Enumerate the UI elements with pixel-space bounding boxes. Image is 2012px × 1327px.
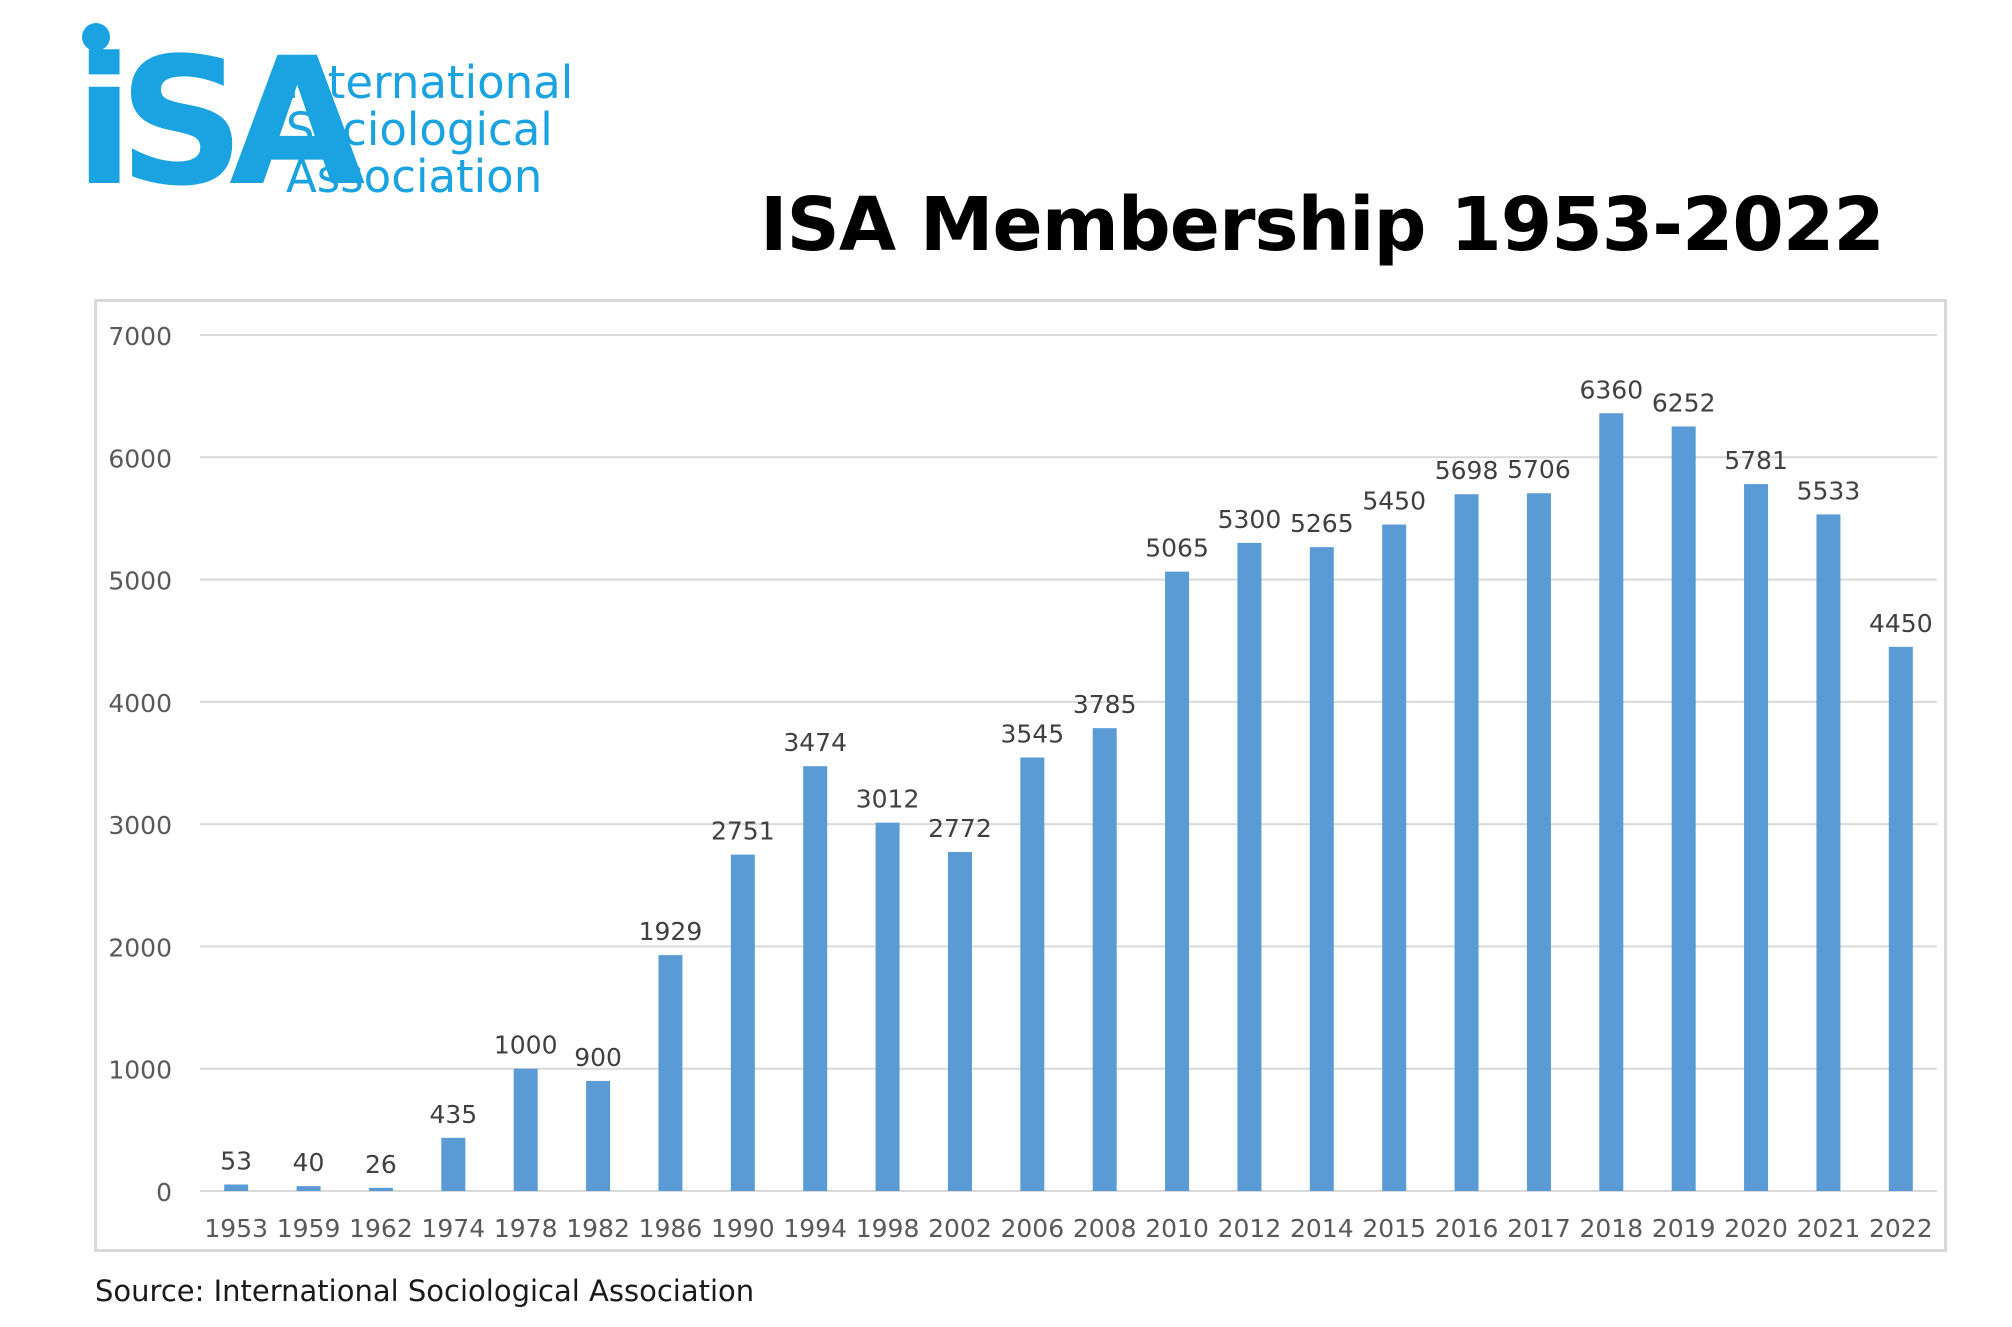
data-label: 5300 — [1218, 505, 1282, 534]
x-tick-label: 1978 — [494, 1214, 558, 1243]
data-label: 2772 — [928, 814, 992, 843]
x-tick-label: 1953 — [204, 1214, 268, 1243]
data-label: 3474 — [783, 728, 847, 757]
x-tick-label: 2012 — [1218, 1214, 1282, 1243]
x-tick-label: 1974 — [422, 1214, 486, 1243]
bar — [1382, 524, 1407, 1191]
data-label: 40 — [293, 1148, 325, 1177]
data-label: 5781 — [1724, 446, 1788, 475]
data-label: 3545 — [1001, 719, 1065, 748]
x-tick-label: 2015 — [1362, 1214, 1426, 1243]
bar — [296, 1186, 321, 1191]
chart-title: ISA Membership 1953-2022 — [760, 182, 1885, 268]
bar — [1599, 413, 1624, 1192]
logo-mark: iSA — [74, 20, 365, 208]
data-label: 4450 — [1869, 609, 1933, 638]
bar — [1092, 728, 1117, 1191]
logo-line-2: Sociological — [286, 103, 553, 156]
x-tick-label: 1990 — [711, 1214, 775, 1243]
bar — [803, 766, 828, 1191]
data-label: 2751 — [711, 817, 775, 846]
y-tick-label: 1000 — [108, 1056, 172, 1085]
x-tick-label: 2006 — [1001, 1214, 1065, 1243]
bar — [1744, 484, 1769, 1191]
data-label: 900 — [574, 1043, 622, 1072]
y-tick-label: 7000 — [108, 322, 172, 351]
x-tick-label: 2002 — [928, 1214, 992, 1243]
y-tick-label: 2000 — [108, 933, 172, 962]
data-label: 1929 — [639, 917, 703, 946]
data-label: 5533 — [1797, 476, 1861, 505]
bar — [1309, 547, 1334, 1191]
data-label: 5450 — [1362, 487, 1426, 516]
bar — [1237, 542, 1262, 1191]
x-tick-label: 1998 — [856, 1214, 920, 1243]
x-tick-label: 2017 — [1507, 1214, 1571, 1243]
data-label: 5698 — [1435, 456, 1499, 485]
source-note: Source: International Sociological Assoc… — [95, 1274, 755, 1308]
x-tick-label: 2022 — [1869, 1214, 1933, 1243]
data-label: 3785 — [1073, 690, 1137, 719]
x-tick-label: 2020 — [1724, 1214, 1788, 1243]
bar — [586, 1080, 611, 1191]
bar — [1020, 757, 1045, 1191]
bar — [368, 1187, 393, 1191]
bar — [224, 1184, 249, 1191]
y-tick-label: 4000 — [108, 689, 172, 718]
logo-dot — [82, 23, 110, 51]
bar — [441, 1137, 466, 1191]
bar — [1816, 514, 1841, 1191]
bar — [1671, 426, 1696, 1191]
x-tick-label: 2010 — [1145, 1214, 1209, 1243]
bar — [730, 854, 755, 1191]
x-tick-label: 2021 — [1797, 1214, 1861, 1243]
y-tick-label: 6000 — [108, 444, 172, 473]
x-tick-label: 1962 — [349, 1214, 413, 1243]
bar — [513, 1068, 538, 1191]
x-tick-label: 1959 — [277, 1214, 341, 1243]
y-tick-label: 0 — [156, 1178, 172, 1207]
data-label: 435 — [429, 1100, 477, 1129]
x-tick-label: 1994 — [783, 1214, 847, 1243]
x-tick-label: 2014 — [1290, 1214, 1354, 1243]
bar — [875, 822, 900, 1191]
logo-line-3: Association — [286, 150, 542, 203]
data-label: 1000 — [494, 1031, 558, 1060]
isa-logo: iSA International Sociological Associati… — [74, 18, 634, 225]
data-label: 5265 — [1290, 509, 1354, 538]
data-label: 5065 — [1145, 534, 1209, 563]
x-tick-label: 2018 — [1580, 1214, 1644, 1243]
x-tick-label: 2016 — [1435, 1214, 1499, 1243]
bar — [1888, 646, 1913, 1191]
x-tick-label: 2008 — [1073, 1214, 1137, 1243]
x-tick-label: 2019 — [1652, 1214, 1716, 1243]
bar — [1454, 494, 1479, 1191]
y-tick-label: 5000 — [108, 567, 172, 596]
bar — [1526, 493, 1551, 1192]
isa-logo-graphic: iSA International Sociological Associati… — [74, 20, 573, 225]
x-tick-label: 1982 — [566, 1214, 630, 1243]
bar — [1165, 571, 1190, 1191]
data-label: 3012 — [856, 785, 920, 814]
data-label: 6252 — [1652, 388, 1716, 417]
data-label: 5706 — [1507, 455, 1571, 484]
x-tick-label: 1986 — [639, 1214, 703, 1243]
bar — [658, 955, 683, 1191]
logo-line-1: International — [286, 56, 573, 109]
data-label: 26 — [365, 1150, 397, 1179]
y-tick-label: 3000 — [108, 811, 172, 840]
bar — [947, 852, 972, 1191]
data-label: 53 — [220, 1147, 252, 1176]
data-label: 6360 — [1580, 375, 1644, 404]
